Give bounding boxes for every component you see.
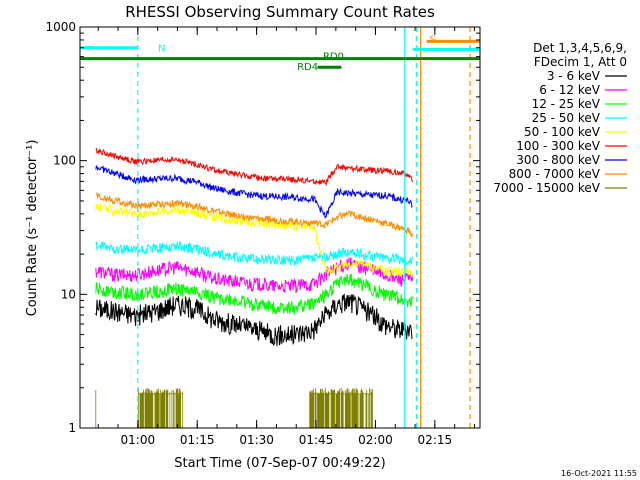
marker-layer (137, 27, 471, 428)
annotation-layer: N S RD0 RD4 (80, 34, 480, 73)
y-tick-label: 1000 (45, 20, 76, 34)
series-line-7 (95, 165, 413, 219)
series-line-2 (95, 257, 413, 294)
series-line-1 (95, 293, 413, 346)
legend-label-5: 50 - 100 keV (524, 125, 601, 139)
axis-layer: 1 10 100 1000 01:00 01:15 01:30 01:45 02:00 02:15 (45, 20, 480, 447)
legend-title-line-1: Det 1,3,4,5,6,9, (533, 41, 627, 55)
series-layer (95, 147, 413, 428)
series-line-8 (95, 192, 413, 238)
legend-label-2: 6 - 12 keV (539, 83, 601, 97)
x-axis-label: Start Time (07-Sep-07 00:49:22) (174, 456, 385, 471)
legend: Det 1,3,4,5,6,9, FDecim 1, Att 0 3 - 6 k… (493, 41, 627, 195)
legend-label-1: 3 - 6 keV (547, 69, 601, 83)
legend-label-3: 12 - 25 keV (532, 97, 601, 111)
annotation-label-2: S (430, 34, 436, 45)
x-tick-label: 01:00 (121, 433, 156, 447)
x-tick-label: 01:45 (299, 433, 334, 447)
legend-label-6: 100 - 300 keV (516, 139, 600, 153)
legend-label-4: 25 - 50 keV (532, 111, 601, 125)
series-line-4 (95, 240, 413, 266)
y-axis-label: Count Rate (s⁻¹ detector⁻¹) (25, 140, 40, 317)
x-tick-label: 01:30 (239, 433, 274, 447)
y-tick-label: 1 (68, 421, 76, 435)
footer-timestamp: 16-Oct-2021 11:55 (561, 469, 637, 478)
y-tick-label: 100 (53, 154, 76, 168)
series-line-3 (95, 273, 413, 315)
plot-frame (79, 26, 481, 429)
legend-label-8: 800 - 7000 keV (509, 167, 601, 181)
chart-title: RHESSI Observing Summary Count Rates (125, 3, 435, 21)
annotation-label-4: RD0 (323, 52, 344, 63)
series-line-6 (95, 147, 413, 187)
x-tick-label: 02:15 (418, 433, 453, 447)
legend-label-7: 300 - 800 keV (516, 153, 600, 167)
series-line-9 (95, 387, 374, 428)
legend-title-line-2: FDecim 1, Att 0 (534, 55, 627, 69)
annotation-label-5: RD4 (297, 62, 318, 73)
x-tick-label: 01:15 (180, 433, 215, 447)
legend-label-9: 7000 - 15000 keV (493, 181, 600, 195)
series-line-5 (95, 203, 413, 278)
annotation-label-1: N (158, 44, 165, 55)
y-tick-label: 10 (61, 287, 76, 301)
x-tick-label: 02:00 (358, 433, 393, 447)
